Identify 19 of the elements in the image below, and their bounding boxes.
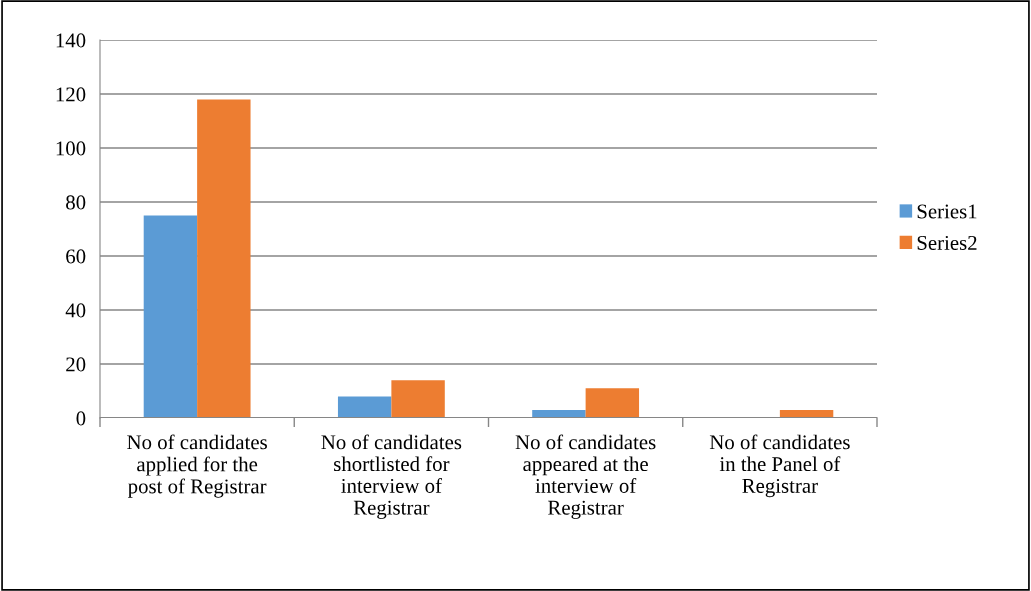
bar bbox=[585, 388, 640, 418]
legend-label: Series1 bbox=[917, 204, 977, 219]
x-tick-label: No of candidates shortlisted for interview of Registrar bbox=[321, 434, 462, 519]
bar bbox=[391, 380, 445, 418]
y-tick-label: 80 bbox=[66, 195, 86, 210]
bar bbox=[143, 215, 198, 418]
bar bbox=[197, 99, 251, 418]
y-tick-label: 20 bbox=[66, 357, 86, 372]
legend-label: Series2 bbox=[917, 235, 977, 250]
bar bbox=[337, 396, 392, 418]
y-tick-label: 100 bbox=[56, 141, 86, 156]
y-tick-label: 60 bbox=[66, 249, 86, 264]
y-tick-label: 0 bbox=[76, 411, 86, 426]
y-tick-label: 40 bbox=[65, 303, 86, 318]
x-tick-label: No of candidates appeared at the interview of Registrar bbox=[515, 434, 656, 519]
y-tick-label: 140 bbox=[56, 33, 86, 48]
x-tick-label: No of candidates applied for the post of Registrar bbox=[127, 434, 267, 498]
x-tick-label: No of candidates in the Panel of Registrar bbox=[709, 434, 850, 498]
y-tick-label: 120 bbox=[56, 87, 86, 102]
